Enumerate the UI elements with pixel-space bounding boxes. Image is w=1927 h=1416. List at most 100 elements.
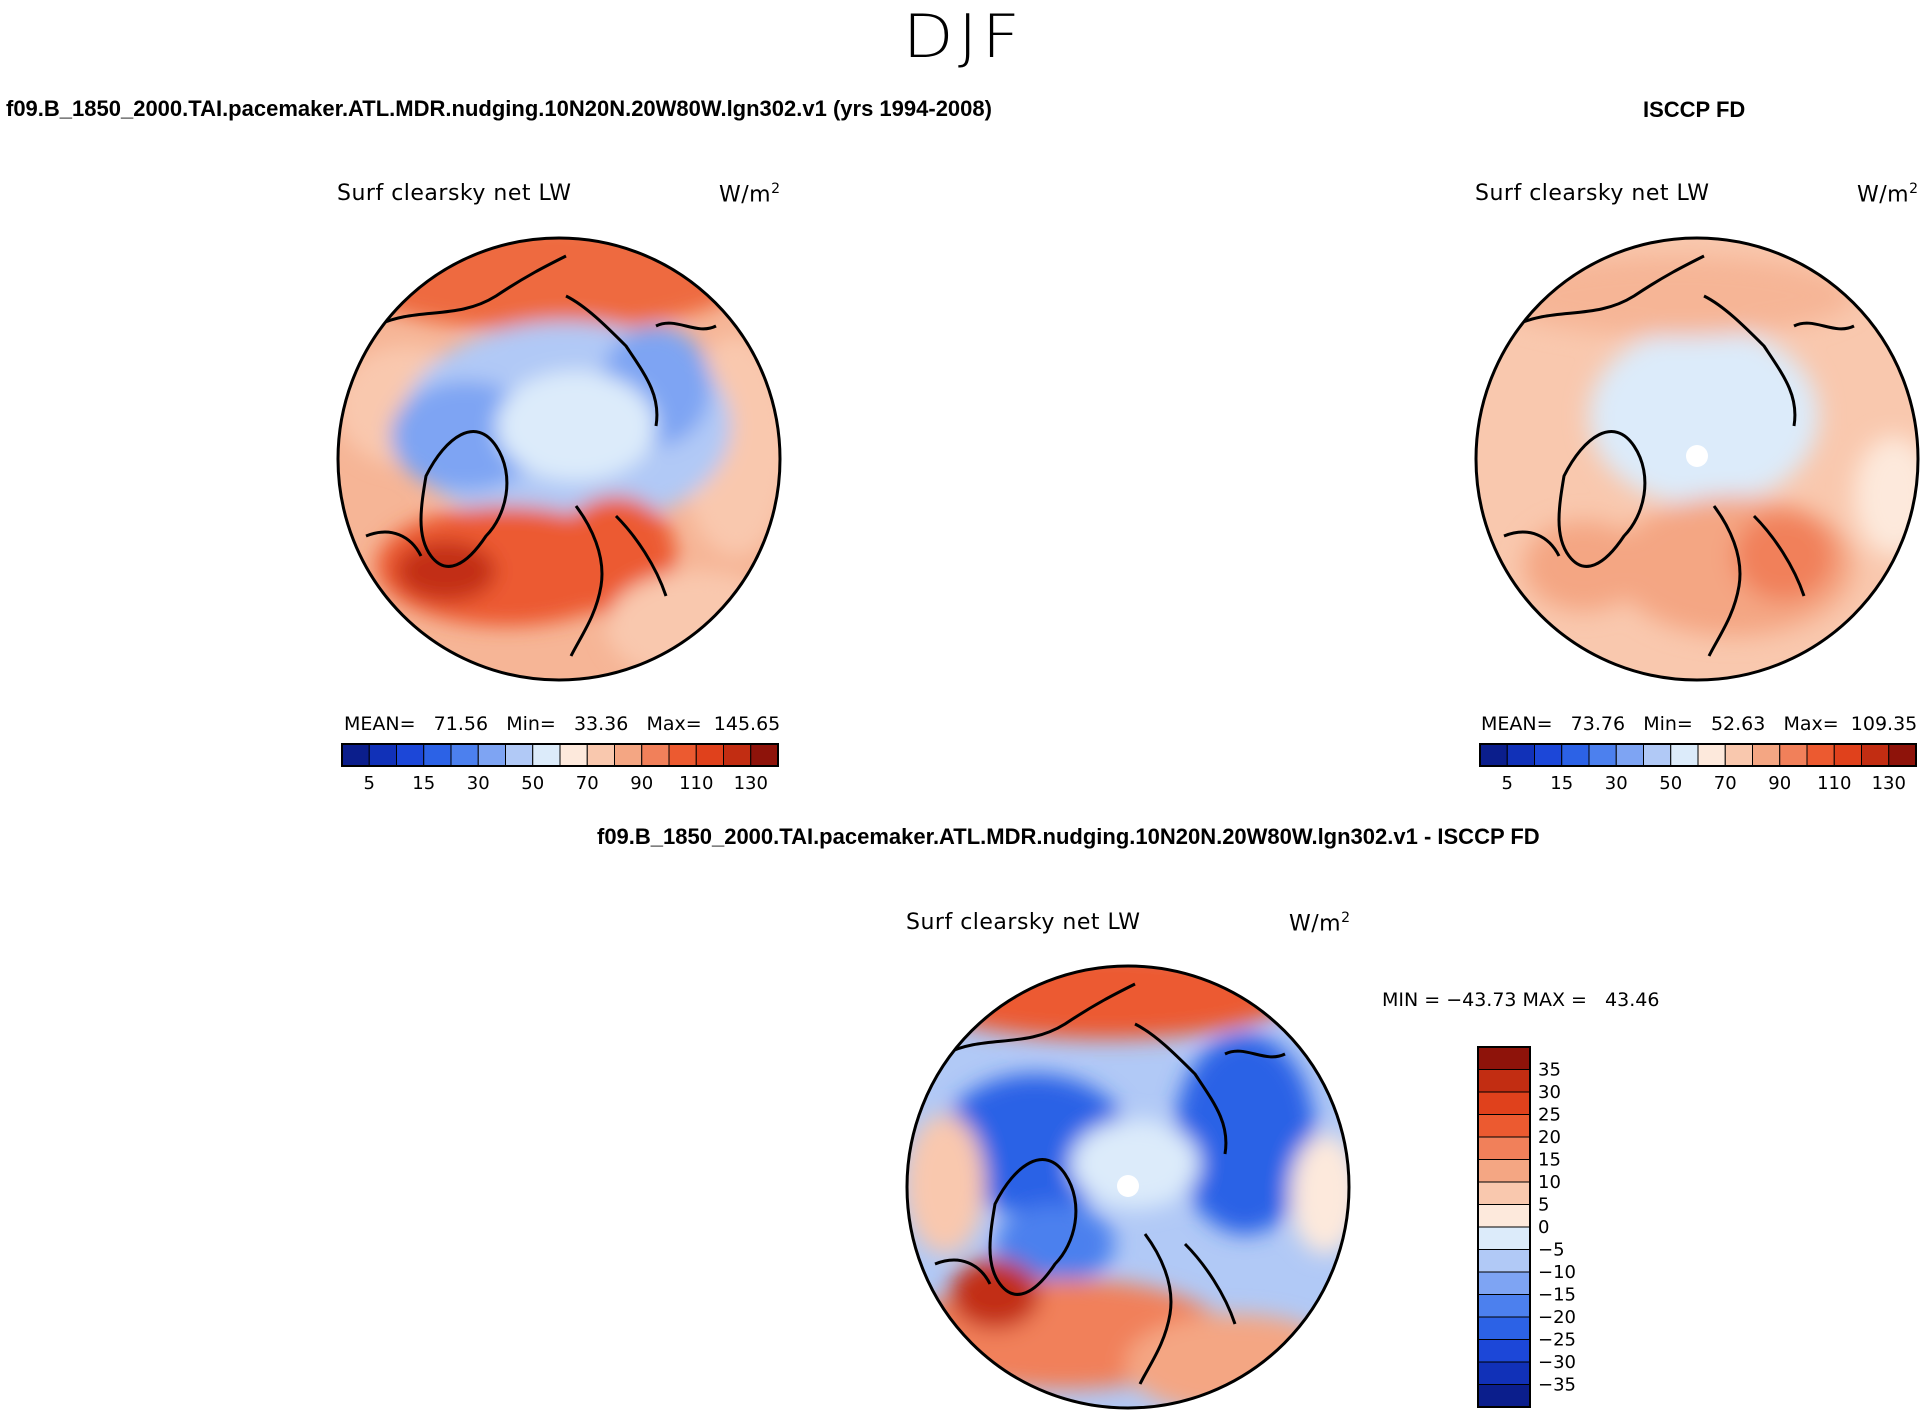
colorbar-swatch <box>723 743 752 767</box>
colorbar-tick-label: 10 <box>1538 1172 1561 1193</box>
colorbar-tick-label: 15 <box>1538 1150 1561 1171</box>
model-coastlines <box>365 254 717 657</box>
colorbar-tick-label: −10 <box>1538 1262 1576 1283</box>
colorbar-tick-label: 5 <box>1502 773 1513 794</box>
colorbar-tick-label: 15 <box>412 773 435 794</box>
colorbar-tick-label: 0 <box>1538 1217 1549 1238</box>
colorbar-swatch <box>532 743 561 767</box>
colorbar-frame <box>1477 1046 1531 1408</box>
colorbar-swatch <box>1477 1069 1531 1093</box>
diff-pole-hole <box>1117 1175 1139 1197</box>
obs-dataset-title: ISCCP FD <box>1643 97 1746 122</box>
colorbar-tick-label: 70 <box>1714 773 1737 794</box>
obs-map-boundary <box>1474 236 1920 682</box>
model-colorbar: 5 15 30 50 70 90 110 130 <box>341 743 779 794</box>
colorbar-swatch <box>1477 1249 1531 1273</box>
colorbar-swatch <box>1477 1294 1531 1318</box>
colorbar-swatch <box>1477 1046 1531 1070</box>
colorbar-tick-label: −5 <box>1538 1240 1565 1261</box>
colorbar-swatch <box>1724 743 1753 767</box>
obs-units-base: W/m <box>1857 182 1910 208</box>
colorbar-swatch <box>614 743 643 767</box>
colorbar-tick-label: 25 <box>1538 1105 1561 1126</box>
model-max-label: Max= <box>646 713 702 735</box>
colorbar-swatch <box>1779 743 1808 767</box>
colorbar-swatch <box>1477 1181 1531 1205</box>
colorbar-swatch <box>1588 743 1617 767</box>
model-mean-value: 71.56 <box>433 713 489 735</box>
diff-coastlines <box>934 982 1286 1385</box>
colorbar-tick-label: 20 <box>1538 1127 1561 1148</box>
colorbar-tick-label: 30 <box>1538 1082 1561 1103</box>
colorbar-swatch <box>1477 1091 1531 1115</box>
colorbar-swatch <box>1477 1316 1531 1340</box>
colorbar-swatch <box>586 743 615 767</box>
model-variable-title: Surf clearsky net LW <box>337 181 572 206</box>
colorbar-swatch <box>750 743 779 767</box>
colorbar-swatch <box>1477 1361 1531 1385</box>
colorbar-frame <box>1479 743 1917 767</box>
model-min-value: 33.36 <box>573 713 629 735</box>
colorbar-swatch <box>1477 1204 1531 1228</box>
colorbar-tick-label: 30 <box>1605 773 1628 794</box>
colorbar-swatch <box>1888 743 1917 767</box>
obs-max-label: Max= <box>1783 713 1839 735</box>
model-map-boundary <box>336 236 782 682</box>
colorbar-tick-label: 50 <box>521 773 544 794</box>
model-max-value: 145.65 <box>713 713 781 735</box>
colorbar-tick-label: 50 <box>1659 773 1682 794</box>
colorbar-tick-label: −35 <box>1538 1375 1576 1396</box>
colorbar-swatch <box>1561 743 1590 767</box>
model-units-base: W/m <box>719 182 772 208</box>
diff-minmax-label: MIN = −43.73 MAX = 43.46 <box>1382 989 1660 1011</box>
colorbar-tick-label: −20 <box>1538 1307 1576 1328</box>
model-units-exponent: 2 <box>771 181 781 197</box>
colorbar-swatch <box>1477 1226 1531 1250</box>
colorbar-tick-label: 5 <box>364 773 375 794</box>
colorbar-swatch <box>1477 1114 1531 1138</box>
colorbar-swatch <box>1752 743 1781 767</box>
colorbar-swatch <box>368 743 397 767</box>
obs-max-value: 109.35 <box>1850 713 1918 735</box>
colorbar-tick-label: 110 <box>1817 773 1851 794</box>
diff-field-siberia-cool <box>1175 1034 1315 1234</box>
colorbar-swatch <box>695 743 724 767</box>
colorbar-swatch <box>450 743 479 767</box>
colorbar-swatch <box>505 743 534 767</box>
colorbar-tick-label: 130 <box>734 773 768 794</box>
obs-min-label: Min= <box>1643 713 1693 735</box>
obs-coastlines <box>1503 254 1855 657</box>
difference-title: f09.B_1850_2000.TAI.pacemaker.ATL.MDR.nu… <box>597 824 1540 849</box>
diff-map-boundary <box>905 964 1351 1410</box>
diff-units-base: W/m <box>1289 911 1342 937</box>
colorbar-frame <box>341 743 779 767</box>
obs-pole-hole <box>1686 445 1708 467</box>
colorbar-swatch <box>1477 1339 1531 1363</box>
colorbar-tick-label: 110 <box>679 773 713 794</box>
colorbar-swatch <box>1534 743 1563 767</box>
obs-min-value: 52.63 <box>1710 713 1766 735</box>
colorbar-swatch <box>1477 1136 1531 1160</box>
model-min-label: Min= <box>506 713 556 735</box>
colorbar-tick-label: 5 <box>1538 1195 1549 1216</box>
obs-mean-label: MEAN= <box>1481 713 1553 735</box>
colorbar-swatch <box>1477 1384 1531 1408</box>
obs-colorbar: 5 15 30 50 70 90 110 130 <box>1479 743 1917 794</box>
obs-units-label: W/m2 <box>1857 181 1919 207</box>
obs-polar-map <box>1474 236 1920 682</box>
colorbar-swatch <box>1477 1271 1531 1295</box>
colorbar-swatch <box>1506 743 1535 767</box>
colorbar-tick-label: 70 <box>576 773 599 794</box>
colorbar-tick-label: −30 <box>1538 1352 1576 1373</box>
diff-units-exponent: 2 <box>1341 910 1351 926</box>
obs-variable-title: Surf clearsky net LW <box>1475 181 1710 206</box>
colorbar-tick-label: 130 <box>1872 773 1906 794</box>
colorbar-swatch <box>423 743 452 767</box>
colorbar-tick-label: 90 <box>1768 773 1791 794</box>
colorbar-tick-label: 30 <box>467 773 490 794</box>
obs-mean-value: 73.76 <box>1570 713 1626 735</box>
colorbar-swatch <box>1806 743 1835 767</box>
colorbar-swatch <box>559 743 588 767</box>
obs-field-arctic-cool <box>1589 326 1819 506</box>
colorbar-tick-label: −25 <box>1538 1330 1576 1351</box>
